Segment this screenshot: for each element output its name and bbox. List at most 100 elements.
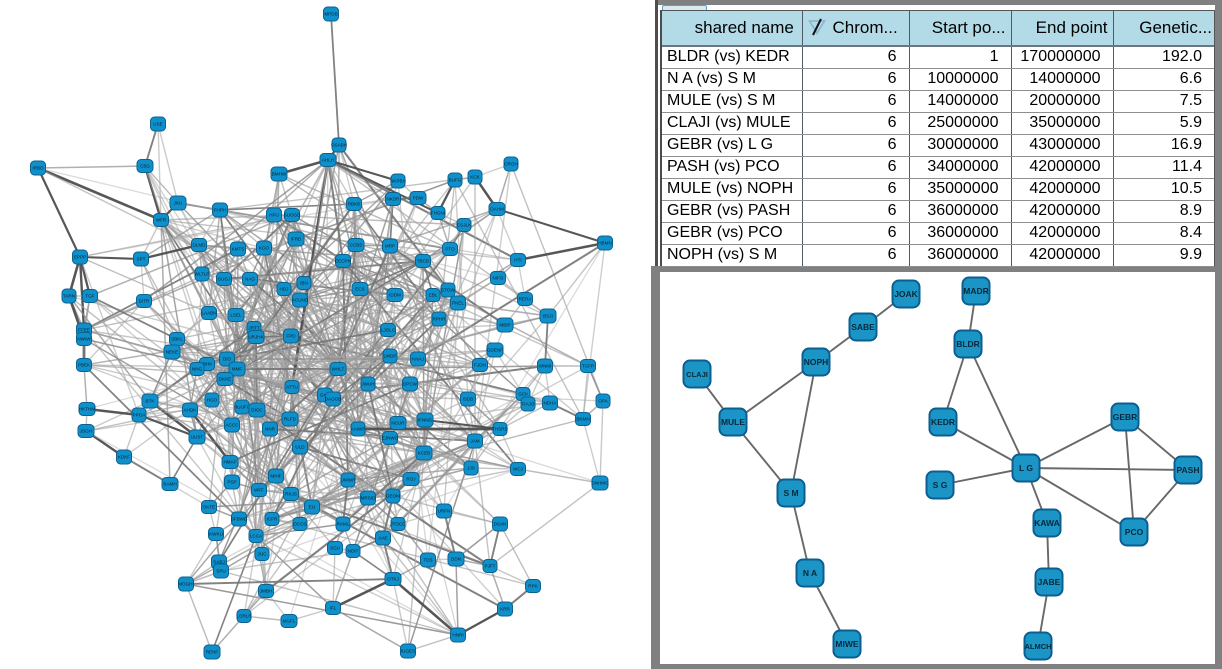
svg-text:JKU: JKU xyxy=(174,201,183,206)
svg-text:HGO: HGO xyxy=(207,398,218,403)
svg-text:RPK: RPK xyxy=(528,584,538,589)
svg-text:DSAN: DSAN xyxy=(494,522,507,527)
svg-text:NIFO: NIFO xyxy=(493,276,504,281)
svg-text:PSP: PSP xyxy=(227,480,236,485)
svg-text:LWDP: LWDP xyxy=(384,354,397,359)
svg-text:JWUH: JWUH xyxy=(361,382,374,387)
svg-text:RAML: RAML xyxy=(337,522,350,527)
svg-text:UMWR: UMWR xyxy=(341,478,356,483)
svg-text:OAHM: OAHM xyxy=(490,207,504,212)
svg-text:AHDK: AHDK xyxy=(184,408,198,413)
svg-text:FPD: FPD xyxy=(286,334,296,339)
svg-text:FHGNI: FHGNI xyxy=(431,211,445,216)
svg-text:IFL: IFL xyxy=(330,606,337,611)
svg-text:JRTT: JRTT xyxy=(248,326,259,331)
svg-text:GCII: GCII xyxy=(518,392,527,397)
svg-text:CROH: CROH xyxy=(504,162,518,167)
svg-text:TGF: TGF xyxy=(85,294,94,299)
svg-text:SPT: SPT xyxy=(137,257,146,262)
svg-text:PPOA: PPOA xyxy=(133,413,147,418)
svg-text:FJDN: FJDN xyxy=(474,363,486,368)
svg-text:IFNNG: IFNNG xyxy=(418,418,433,423)
svg-text:MADR: MADR xyxy=(963,286,989,296)
svg-text:MPDB: MPDB xyxy=(324,12,337,17)
svg-text:KCEB: KCEB xyxy=(418,451,431,456)
svg-text:WFR: WFR xyxy=(156,218,167,223)
svg-text:ALMCH: ALMCH xyxy=(1024,642,1051,651)
svg-text:BSJI: BSJI xyxy=(543,314,553,319)
svg-text:KGO: KGO xyxy=(259,246,270,251)
svg-text:MULE: MULE xyxy=(721,417,745,427)
svg-text:SFBWD: SFBWD xyxy=(231,517,248,522)
svg-text:EIJ: EIJ xyxy=(309,505,316,510)
svg-text:URFN: URFN xyxy=(438,509,451,514)
svg-text:CSJLK: CSJLK xyxy=(457,223,472,228)
svg-text:DIOC: DIOC xyxy=(251,408,263,413)
svg-text:USE: USE xyxy=(153,122,162,127)
svg-text:SPU: SPU xyxy=(216,569,225,574)
svg-text:DPCW: DPCW xyxy=(403,382,418,387)
svg-text:WHLT: WHLT xyxy=(332,367,345,372)
svg-text:JJS: JJS xyxy=(467,466,475,471)
svg-text:STOW: STOW xyxy=(441,288,455,293)
svg-text:PDW: PDW xyxy=(413,196,424,201)
svg-text:NWIW: NWIW xyxy=(77,337,91,342)
svg-text:PASH: PASH xyxy=(1177,465,1200,475)
svg-text:JABE: JABE xyxy=(1038,577,1061,587)
svg-text:TBCD: TBCD xyxy=(417,259,430,264)
svg-text:AAE: AAE xyxy=(378,536,387,541)
svg-text:PJFT: PJFT xyxy=(485,564,496,569)
svg-text:DKKE: DKKE xyxy=(219,377,232,382)
svg-text:URJHK: URJHK xyxy=(248,335,264,340)
svg-text:DIO: DIO xyxy=(223,357,232,362)
svg-text:ACCC: ACCC xyxy=(225,423,239,428)
svg-text:JMBH: JMBH xyxy=(260,589,273,594)
svg-text:HTI: HTI xyxy=(514,258,521,263)
svg-text:PBEK: PBEK xyxy=(78,363,91,368)
svg-text:OSABH: OSABH xyxy=(331,143,347,148)
svg-text:BMHW: BMHW xyxy=(272,172,287,177)
svg-text:WCJ: WCJ xyxy=(513,467,523,472)
svg-text:DLMD: DLMD xyxy=(192,243,206,248)
svg-text:UUST: UUST xyxy=(191,435,204,440)
svg-text:HMAF: HMAF xyxy=(223,460,236,465)
svg-text:BUFG: BUFG xyxy=(449,178,462,183)
svg-text:FHPH: FHPH xyxy=(214,208,227,213)
svg-text:HDJ: HDJ xyxy=(280,287,289,292)
svg-text:AHLH: AHLH xyxy=(322,158,334,163)
svg-text:IBHK: IBHK xyxy=(202,362,214,367)
svg-text:MBIP: MBIP xyxy=(499,323,510,328)
svg-text:MRP: MRP xyxy=(385,244,395,249)
svg-text:BTK: BTK xyxy=(146,399,156,404)
svg-text:SABJ: SABJ xyxy=(213,560,225,565)
svg-text:NAG: NAG xyxy=(245,277,255,282)
svg-text:BLDR: BLDR xyxy=(956,339,980,349)
svg-text:NNG: NNG xyxy=(192,367,203,372)
svg-text:PTO: PTO xyxy=(445,247,455,252)
svg-text:FIAJO: FIAJO xyxy=(521,402,534,407)
svg-text:NKDR: NKDR xyxy=(386,197,400,202)
svg-text:DITR: DITR xyxy=(139,299,150,304)
svg-text:NOIT: NOIT xyxy=(348,549,359,554)
svg-text:DAGOB: DAGOB xyxy=(325,397,342,402)
svg-text:MGFL: MGFL xyxy=(283,619,296,624)
svg-text:EBL: EBL xyxy=(429,293,438,298)
svg-text:KAWA: KAWA xyxy=(1034,518,1060,528)
svg-text:NCUR: NCUR xyxy=(391,421,405,426)
svg-text:LSEL: LSEL xyxy=(230,313,242,318)
svg-text:KEDR: KEDR xyxy=(931,417,955,427)
svg-text:ATTU: ATTU xyxy=(286,385,298,390)
svg-text:MIHF: MIHF xyxy=(270,474,281,479)
svg-text:PCO: PCO xyxy=(1125,527,1144,537)
svg-text:WFF: WFF xyxy=(254,488,264,493)
svg-text:LJOLC: LJOLC xyxy=(381,328,396,333)
svg-text:GHH: GHH xyxy=(320,393,330,398)
svg-text:IDDM: IDDM xyxy=(389,293,401,298)
svg-text:TARN: TARN xyxy=(63,294,75,299)
svg-text:S M: S M xyxy=(783,488,798,498)
svg-text:RPHR: RPHR xyxy=(432,317,446,322)
svg-text:KCK: KCK xyxy=(470,175,480,180)
svg-text:GEBR: GEBR xyxy=(1113,412,1138,422)
svg-text:N A: N A xyxy=(803,568,817,578)
svg-text:GEOM: GEOM xyxy=(386,494,400,499)
